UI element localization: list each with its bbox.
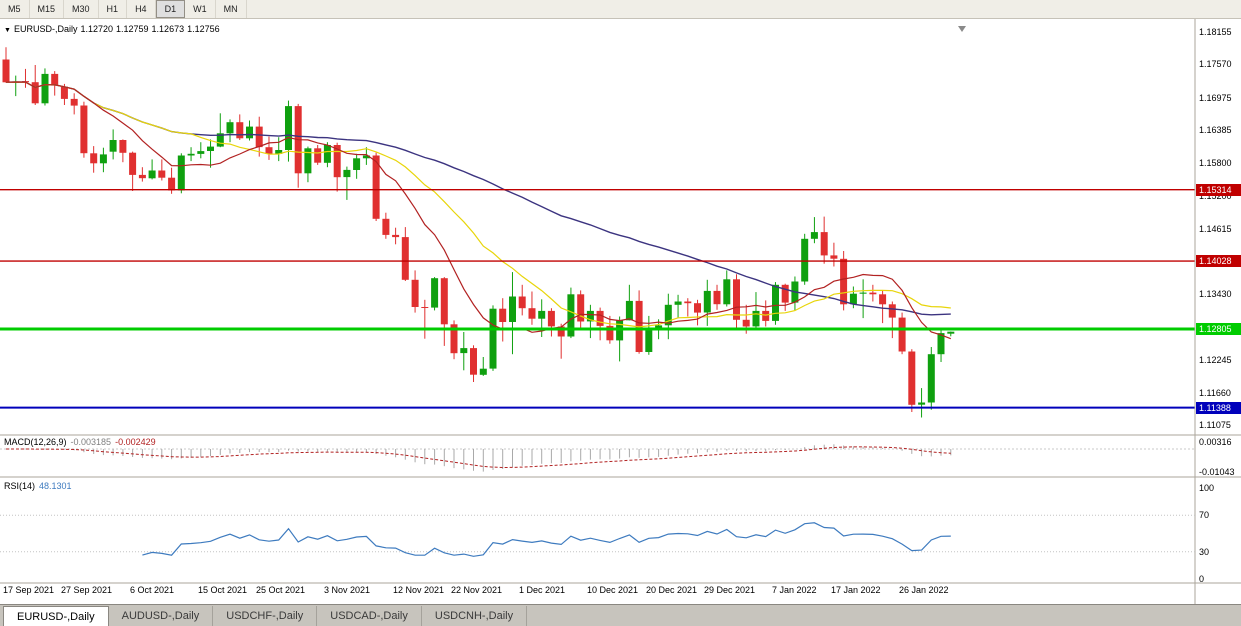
chart-tab-usdchf[interactable]: USDCHF-,Daily [213,606,318,626]
quote-low: 1.12673 [151,24,185,34]
price-axis-tick: 1.15200 [1199,191,1232,201]
timeframe-button-d1[interactable]: D1 [155,0,186,18]
ma-slow-line [5,81,951,316]
price-axis-tick: 1.16975 [1199,93,1232,103]
time-axis-label: 25 Oct 2021 [256,585,306,595]
quote-close: 1.12756 [187,24,220,34]
price-axis-tick: 1.18155 [1199,27,1232,37]
timeframe-button-m15[interactable]: M15 [30,0,65,18]
chart-shift-marker[interactable] [958,26,966,32]
timeframe-button-mn[interactable]: MN [216,0,247,18]
quote-symbol: EURUSD-,Daily [13,24,78,34]
chart-tabs-bar: EURUSD-,Daily AUDUSD-,Daily USDCHF-,Daily U… [0,604,1241,626]
timeframe-toolbar: M5 M15 M30 H1 H4 D1 W1 MN [0,0,1241,19]
chart-area[interactable]: ▼ EURUSD-,Daily 1.12720 1.12759 1.12673 1.127… [0,19,1241,604]
chart-tab-eurusd[interactable]: EURUSD-,Daily [3,606,109,626]
rsi-axis-tick: 0 [1199,574,1205,584]
timeframe-button-m30[interactable]: M30 [64,0,99,18]
chart-tab-usdcad[interactable]: USDCAD-,Daily [317,606,422,626]
quote-open: 1.12720 [80,24,113,34]
ma-fast-line [5,81,952,340]
time-axis-label: 12 Nov 2021 [393,585,445,595]
macd-signal-value: -0.002429 [115,437,156,447]
macd-axis-tick: 0.00316 [1199,437,1232,447]
symbol-dropdown-arrow-icon[interactable]: ▼ [4,27,11,34]
timeframe-button-h4[interactable]: H4 [127,0,156,18]
price-level-badge: 1.15314 [1196,184,1241,196]
rsi-value: 48.1301 [39,481,72,491]
rsi-line [142,522,951,557]
price-axis-tick: 1.12245 [1199,355,1232,365]
time-axis-label: 17 Jan 2022 [831,585,881,595]
rsi-axis-tick: 30 [1199,547,1210,557]
macd-name: MACD(12,26,9) [4,437,67,447]
time-axis-label: 15 Oct 2021 [198,585,248,595]
macd-label: MACD(12,26,9) -0.003185 -0.002429 [4,437,160,447]
time-axis-label: 3 Nov 2021 [324,585,371,595]
macd-signal-line [6,446,951,469]
price-axis-tick: 1.13430 [1199,289,1232,299]
rsi-axis-tick: 100 [1199,483,1215,493]
chart-tab-usdcnh[interactable]: USDCNH-,Daily [422,606,528,626]
timeframe-button-h1[interactable]: H1 [99,0,128,18]
time-axis-label: 20 Dec 2021 [646,585,698,595]
macd-main-value: -0.003185 [70,437,112,447]
price-axis-tick: 1.15800 [1199,158,1232,168]
time-axis-label: 17 Sep 2021 [3,585,55,595]
timeframe-button-m5[interactable]: M5 [0,0,30,18]
price-axis-tick: 1.11660 [1199,388,1231,398]
candles-layer [2,47,955,418]
chart-tab-audusd[interactable]: AUDUSD-,Daily [109,606,214,626]
macd-axis-tick: -0.01043 [1199,467,1235,477]
price-axis-tick: 1.14615 [1199,224,1232,234]
price-axis-tick: 1.16385 [1199,125,1232,135]
price-level-badge: 1.14028 [1196,255,1241,267]
time-axis-label: 27 Sep 2021 [61,585,113,595]
ma-mid-line [5,81,951,328]
quote-high: 1.12759 [116,24,149,34]
time-axis-label: 22 Nov 2021 [451,585,503,595]
time-axis-label: 7 Jan 2022 [772,585,817,595]
time-axis-label: 1 Dec 2021 [519,585,566,595]
time-axis-label: 26 Jan 2022 [899,585,949,595]
rsi-axis-tick: 70 [1199,510,1210,520]
rsi-name: RSI(14) [4,481,36,491]
price-axis-tick: 1.11075 [1199,420,1231,430]
time-axis-label: 10 Dec 2021 [587,585,639,595]
price-chart-canvas[interactable] [0,19,1241,604]
rsi-label: RSI(14) 48.1301 [4,481,76,491]
price-level-badge: 1.11388 [1196,402,1241,414]
timeframe-button-w1[interactable]: W1 [185,0,216,18]
macd-histogram [34,444,952,472]
time-axis-label: 6 Oct 2021 [130,585,175,595]
time-axis-label: 29 Dec 2021 [704,585,756,595]
price-level-badge: 1.12805 [1196,323,1241,335]
quote-line: ▼ EURUSD-,Daily 1.12720 1.12759 1.12673 1.127… [4,24,223,34]
price-axis-tick: 1.17570 [1199,59,1232,69]
